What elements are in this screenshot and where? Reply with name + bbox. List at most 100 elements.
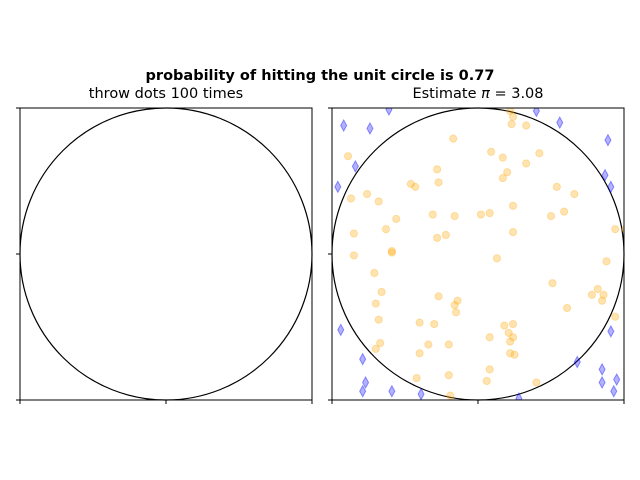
inside-point: [546, 211, 556, 221]
pi-symbol: π: [481, 86, 490, 102]
inside-point: [449, 134, 458, 143]
inside-point: [374, 197, 383, 206]
inside-point: [381, 225, 391, 234]
inside-point: [500, 321, 509, 330]
inside-point: [476, 210, 486, 219]
inside-point: [535, 149, 544, 158]
inside-point: [482, 376, 491, 386]
outside-point: [359, 384, 367, 398]
inside-point: [593, 284, 602, 294]
inside-point: [434, 292, 443, 301]
outside-point: [417, 387, 425, 400]
points-group: [334, 108, 624, 400]
outside-point: [604, 133, 612, 147]
inside-point: [510, 350, 519, 359]
left-panel: [16, 107, 313, 404]
right-title-value: = 3.08: [489, 86, 544, 102]
inside-point: [587, 290, 596, 299]
inside-point: [446, 391, 455, 400]
inside-point: [506, 337, 515, 346]
inside-point: [450, 211, 459, 221]
axes-frame: [19, 107, 313, 401]
inside-point: [598, 296, 607, 305]
inside-point: [506, 108, 515, 116]
inside-point: [434, 178, 443, 187]
inside-point: [406, 179, 415, 189]
inside-point: [444, 340, 453, 349]
inside-point: [508, 319, 518, 329]
inside-point: [346, 194, 356, 203]
inside-point: [377, 287, 386, 297]
unit-circle: [331, 107, 625, 401]
inside-point: [371, 299, 380, 308]
outside-point: [573, 355, 581, 369]
outside-point: [340, 118, 348, 133]
unit-circle: [19, 107, 313, 401]
inside-point: [498, 153, 507, 162]
inside-point: [370, 268, 379, 278]
inside-point: [611, 312, 620, 321]
inside-point: [362, 190, 372, 199]
left-panel-title: throw dots 100 times: [88, 86, 244, 102]
inside-point: [506, 349, 515, 358]
outside-point: [601, 168, 609, 182]
outside-point: [388, 384, 396, 398]
inside-point: [343, 152, 353, 161]
inside-point: [392, 214, 401, 224]
outside-point: [366, 121, 374, 135]
inside-point: [485, 365, 494, 374]
inside-point: [387, 248, 396, 257]
inside-point: [508, 333, 518, 342]
outside-point: [359, 352, 367, 366]
outside-point: [334, 180, 342, 194]
inside-point: [508, 112, 518, 121]
inside-point: [560, 207, 569, 216]
inside-point: [492, 254, 502, 263]
outside-point: [598, 362, 606, 376]
inside-point: [602, 257, 611, 266]
figure-suptitle: probability of hitting the unit circle i…: [145, 68, 495, 84]
inside-point: [441, 230, 450, 240]
inside-point: [349, 229, 358, 238]
inside-point: [444, 371, 453, 380]
outside-point: [613, 373, 621, 387]
right-panel: [328, 107, 625, 404]
inside-point: [599, 290, 608, 299]
inside-point: [433, 233, 442, 243]
inside-point: [415, 349, 424, 358]
inside-point: [522, 121, 531, 130]
outside-point: [610, 384, 618, 398]
outside-point: [362, 375, 370, 390]
inside-point: [522, 159, 531, 168]
inside-point: [508, 228, 518, 237]
outside-point: [351, 159, 359, 173]
inside-point: [412, 374, 421, 383]
inside-point: [485, 333, 494, 342]
outside-point: [607, 324, 615, 338]
inside-point: [433, 165, 442, 174]
inside-point: [376, 338, 385, 348]
right-panel-title: Estimate π = 3.08: [332, 86, 624, 102]
outside-point: [607, 180, 615, 194]
outside-point: [515, 391, 523, 400]
inside-point: [504, 328, 513, 337]
inside-point: [430, 319, 439, 329]
outside-point: [598, 375, 606, 390]
inside-point: [349, 251, 358, 260]
inside-point: [450, 301, 459, 310]
outside-point: [385, 108, 393, 117]
inside-point: [374, 315, 383, 324]
inside-point: [415, 318, 424, 327]
inside-point: [371, 344, 380, 353]
inside-point: [452, 308, 461, 317]
inside-point: [411, 182, 420, 191]
inside-point: [570, 190, 579, 199]
inside-point: [428, 210, 437, 219]
inside-point: [532, 378, 541, 387]
inside-point: [548, 279, 557, 288]
inside-point: [562, 303, 572, 313]
outside-point: [337, 323, 345, 337]
inside-point: [487, 147, 496, 156]
